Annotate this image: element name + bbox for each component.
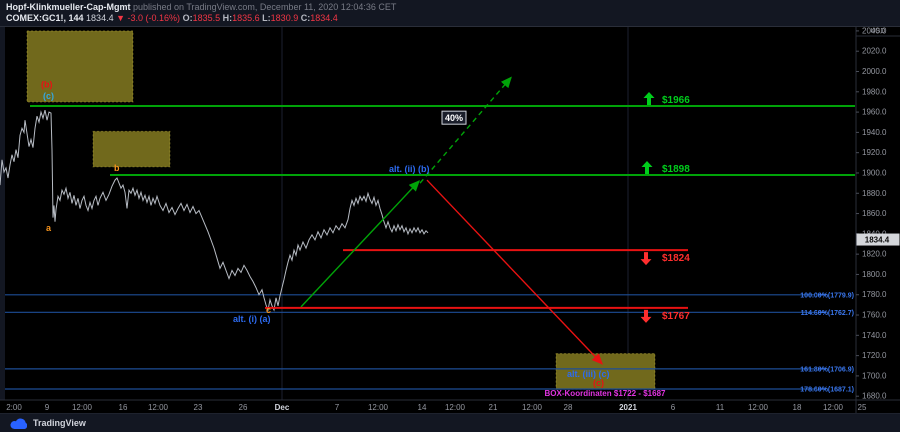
- time-tick-label: 25: [858, 403, 867, 412]
- annotation-b: b: [114, 163, 120, 173]
- fib-label: 114.60%(1762.7): [801, 310, 854, 317]
- price-tick-label: 2000.0: [862, 67, 887, 76]
- tradingview-brand: TradingView: [33, 418, 86, 428]
- alert-price-label: $1898: [662, 164, 690, 175]
- price-tick-label: 2020.0: [862, 47, 887, 56]
- time-tick-label: 16: [119, 403, 128, 412]
- price-tick-label: 1820.0: [862, 250, 887, 259]
- down-arrow-icon: [640, 252, 652, 266]
- time-tick-label: 12:00: [368, 403, 389, 412]
- percent-tag-label: 40%: [445, 113, 463, 123]
- price-change: -3.0 (-0.16%): [127, 13, 181, 23]
- time-tick-label: 12:00: [72, 403, 93, 412]
- annotation--b-: (b): [41, 80, 53, 90]
- up-arrow-icon: [643, 92, 655, 105]
- tradingview-logo-icon: [10, 418, 27, 429]
- price-series-line: [0, 109, 429, 312]
- fib-label: 100.00%(1779.9): [800, 292, 854, 299]
- price-tick-label: 1680.0: [862, 392, 887, 401]
- price-tick-label: 1740.0: [862, 331, 887, 340]
- price-chart[interactable]: 100.00%(1779.9) 114.60%(1762.7) 161.80%(17…: [0, 26, 900, 413]
- open-label: O:: [182, 13, 193, 23]
- low-value: 1830.9: [270, 13, 299, 23]
- price-tick-label: 1920.0: [862, 148, 887, 157]
- time-axis[interactable]: [0, 400, 900, 413]
- price-tick-label: 1980.0: [862, 87, 887, 96]
- time-tick-label: 2021: [619, 403, 637, 412]
- high-label: H:: [222, 13, 233, 23]
- time-tick-label: 6: [671, 403, 676, 412]
- projection-arrow-red: [426, 179, 603, 365]
- price-tick-label: 1880.0: [862, 189, 887, 198]
- projection-arrow-green: [300, 180, 420, 308]
- time-tick-label: 2:00: [6, 403, 22, 412]
- time-tick-label: 12:00: [823, 403, 844, 412]
- publish-line: Hopf-Klinkmueller-Cap-Mgmt published on …: [6, 2, 900, 13]
- high-value: 1835.6: [232, 13, 260, 23]
- tradingview-attribution[interactable]: TradingView: [0, 413, 900, 432]
- chart-header: Hopf-Klinkmueller-Cap-Mgmt published on …: [0, 0, 900, 26]
- annotation--c-: (c): [593, 378, 604, 388]
- last-price: 1834.4: [86, 13, 114, 23]
- author-link[interactable]: Hopf-Klinkmueller-Cap-Mgmt: [6, 2, 131, 12]
- price-tick-label: 1800.0: [862, 270, 887, 279]
- low-label: L:: [262, 13, 271, 23]
- time-tick-label: 12:00: [522, 403, 543, 412]
- price-tick-label: 1760.0: [862, 311, 887, 320]
- percent-tag-box: [441, 110, 467, 125]
- target-box-2: [92, 130, 171, 168]
- symbol-interval: COMEX:GC1!, 144: [6, 13, 84, 23]
- symbol-line: COMEX:GC1!, 144 1834.4 ▼ -3.0 (-0.16%) O…: [6, 13, 900, 24]
- annotation-alt-ii-b-: alt. (ii) (b): [389, 164, 430, 174]
- price-tick-label: 1940.0: [862, 128, 887, 137]
- time-tick-label: 28: [564, 403, 573, 412]
- time-tick-label: 11: [716, 403, 725, 412]
- open-value: 1835.5: [192, 13, 221, 23]
- publish-info: published on TradingView.com, December 1…: [133, 2, 397, 12]
- price-tick-label: 1900.0: [862, 168, 887, 177]
- up-arrow-icon: [641, 161, 653, 174]
- price-tick-label: 1860.0: [862, 209, 887, 218]
- price-tick-label: 1700.0: [862, 371, 887, 380]
- time-tick-label: 12:00: [148, 403, 169, 412]
- annotation-a: a: [46, 223, 52, 233]
- target-box-1: [26, 30, 134, 103]
- time-tick-label: 14: [418, 403, 427, 412]
- alert-price-label: $1966: [662, 95, 690, 106]
- price-axis[interactable]: [856, 26, 900, 400]
- time-tick-label: 12:00: [445, 403, 466, 412]
- time-tick-label: 26: [239, 403, 248, 412]
- price-tick-label: 2040.0: [862, 26, 887, 35]
- price-tick-label: 1720.0: [862, 351, 887, 360]
- close-label: C:: [300, 13, 311, 23]
- target-box-3: [555, 353, 656, 390]
- fib-label: 161.80%(1706.9): [800, 366, 854, 373]
- last-price-tag: [856, 233, 900, 246]
- last-price-tag-label: 1834.4: [865, 236, 890, 245]
- annotation-alt-i-a-: alt. (i) (a): [233, 314, 271, 324]
- chart-canvas[interactable]: [5, 26, 856, 400]
- price-tick-label: 1780.0: [862, 290, 887, 299]
- alert-price-label: $1767: [662, 311, 690, 322]
- down-triangle-icon: ▼: [116, 13, 126, 23]
- annotation--c-: (c): [43, 91, 54, 101]
- currency-label: USD: [871, 28, 886, 35]
- time-tick-label: 9: [45, 403, 50, 412]
- price-tick-label: 1960.0: [862, 108, 887, 117]
- time-tick-label: 12:00: [748, 403, 769, 412]
- annotation-box-koordinaten-1722-1687: BOX-Koordinaten $1722 - $1687: [545, 389, 666, 398]
- fib-label: 178.60%(1687.1): [800, 387, 854, 394]
- time-tick-label: Dec: [275, 403, 290, 412]
- annotation-alt-iii-c-: alt. (iii) (c): [567, 369, 610, 379]
- down-arrow-icon: [640, 309, 652, 323]
- close-value: 1834.4: [310, 13, 338, 23]
- alert-price-label: $1824: [662, 253, 690, 264]
- annotation-c: c: [266, 305, 271, 315]
- time-tick-label: 18: [793, 403, 802, 412]
- time-tick-label: 7: [335, 403, 340, 412]
- time-tick-label: 21: [489, 403, 498, 412]
- time-tick-label: 23: [194, 403, 203, 412]
